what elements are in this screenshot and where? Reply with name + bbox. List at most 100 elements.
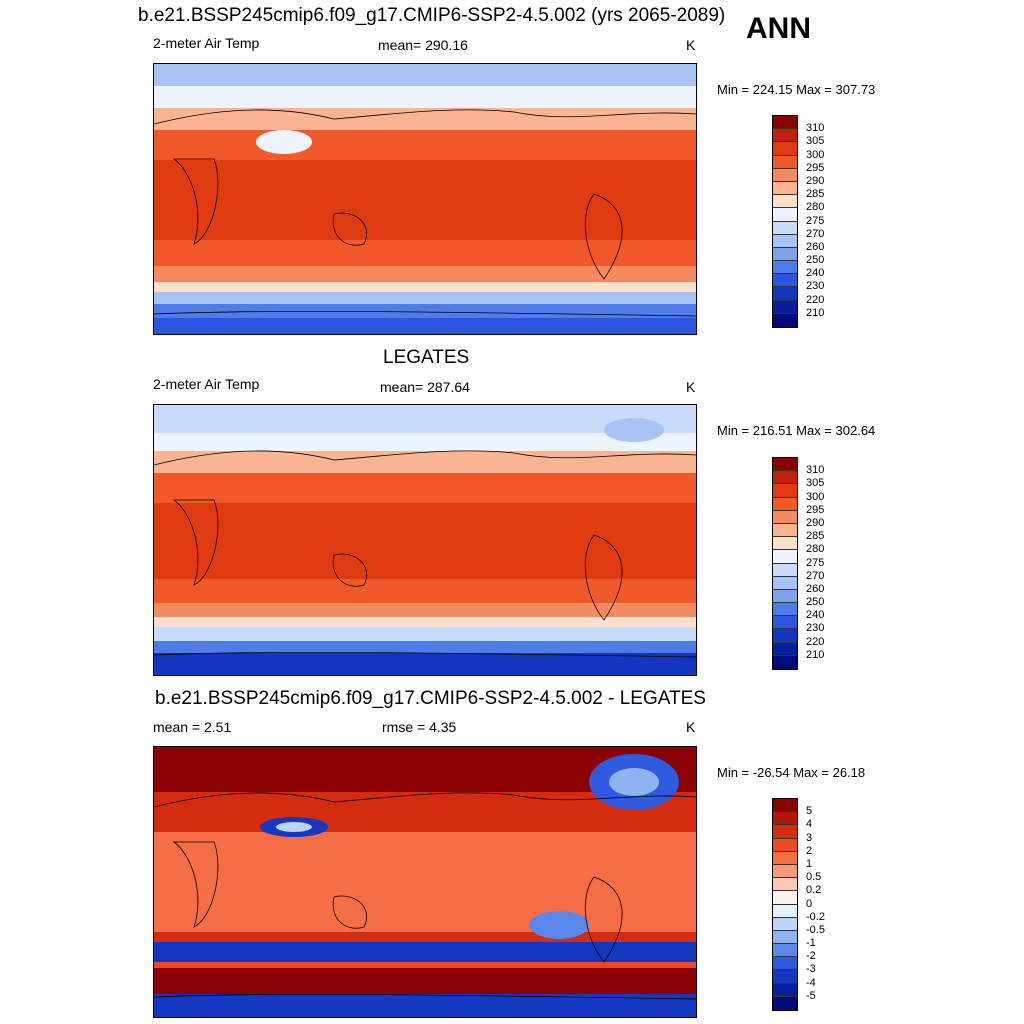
colorbar-segment bbox=[773, 878, 797, 892]
colorbar-tick-label: 300 bbox=[806, 148, 825, 161]
colorbar-segment bbox=[773, 550, 797, 564]
colorbar-tick-label: 0.5 bbox=[806, 871, 822, 884]
colorbar-segment bbox=[773, 261, 797, 275]
panel-2-contour-map bbox=[154, 405, 696, 675]
colorbar-segment bbox=[773, 957, 797, 971]
colorbar-tick-label: 285 bbox=[806, 530, 825, 543]
colorbar-tick-label: 275 bbox=[806, 556, 825, 569]
colorbar-segment bbox=[773, 904, 797, 918]
colorbar-tick-label: 275 bbox=[806, 214, 825, 227]
colorbar-tick-label: 3 bbox=[806, 831, 813, 844]
colorbar-segment bbox=[773, 129, 797, 143]
panel-2-variable-label: 2-meter Air Temp bbox=[153, 376, 260, 392]
colorbar-segment bbox=[773, 851, 797, 865]
panel-1-map bbox=[153, 63, 697, 335]
panel-2-minmax: Min = 216.51 Max = 302.64 bbox=[717, 423, 876, 438]
colorbar-tick-label: 220 bbox=[806, 635, 825, 648]
colorbar-segment bbox=[773, 629, 797, 643]
colorbar-tick-label: 4 bbox=[806, 818, 813, 831]
colorbar-tick-label: 260 bbox=[806, 240, 825, 253]
panel-2-map bbox=[153, 404, 697, 676]
colorbar-tick-label: 260 bbox=[806, 582, 825, 595]
panel-1-minmax: Min = 224.15 Max = 307.73 bbox=[717, 82, 876, 97]
colorbar-segment bbox=[773, 497, 797, 511]
panel-1-variable-label: 2-meter Air Temp bbox=[153, 35, 260, 51]
panel-3-contour-map bbox=[154, 747, 696, 1017]
colorbar-segment bbox=[773, 825, 797, 839]
figure-title: b.e21.BSSP245cmip6.f09_g17.CMIP6-SSP2-4.… bbox=[138, 5, 726, 26]
colorbar-tick-label: 230 bbox=[806, 622, 825, 635]
colorbar-segment bbox=[773, 287, 797, 301]
colorbar-segment bbox=[773, 864, 797, 879]
colorbar-segment bbox=[773, 510, 797, 524]
colorbar-tick-label: 2 bbox=[806, 844, 813, 857]
colorbar-tick-label: 285 bbox=[806, 188, 825, 201]
colorbar-tick-label: 270 bbox=[806, 227, 825, 240]
panel-1-units-label: K bbox=[686, 37, 696, 53]
colorbar-segment bbox=[773, 523, 797, 538]
colorbar-tick-label: -4 bbox=[806, 976, 816, 989]
panel-1-mean-label: mean= 290.16 bbox=[378, 37, 468, 53]
colorbar-segment bbox=[773, 313, 797, 327]
colorbar-segment bbox=[773, 155, 797, 169]
colorbar-tick-label: -3 bbox=[806, 963, 816, 976]
colorbar-tick-label: 5 bbox=[806, 805, 813, 818]
colorbar-tick-label: 250 bbox=[806, 254, 825, 267]
colorbar-tick-label: 250 bbox=[806, 596, 825, 609]
colorbar-tick-label: 0 bbox=[806, 897, 813, 910]
colorbar-tick-label: -0.2 bbox=[806, 910, 825, 923]
colorbar-segment bbox=[773, 616, 797, 630]
colorbar-tick-label: 305 bbox=[806, 477, 825, 490]
colorbar-tick-label: -5 bbox=[806, 989, 816, 1002]
colorbar-tick-label: 280 bbox=[806, 201, 825, 214]
panel-3-minmax: Min = -26.54 Max = 26.18 bbox=[717, 765, 866, 780]
colorbar-tick-label: 310 bbox=[806, 122, 825, 135]
colorbar-segment bbox=[773, 589, 797, 604]
colorbar-tick-label: 305 bbox=[806, 135, 825, 148]
colorbar-segment bbox=[773, 471, 797, 485]
colorbar-segment bbox=[773, 655, 797, 669]
colorbar-segment bbox=[773, 983, 797, 997]
panel-2-colorbar bbox=[772, 457, 798, 670]
colorbar-tick-label: -2 bbox=[806, 950, 816, 963]
colorbar-segment bbox=[773, 576, 797, 590]
colorbar-segment bbox=[773, 247, 797, 262]
panel-1-colorbar bbox=[772, 115, 798, 328]
panel-2-units-label: K bbox=[686, 379, 696, 395]
colorbar-segment bbox=[773, 944, 797, 958]
colorbar-segment bbox=[773, 838, 797, 852]
panel-3-units-label: K bbox=[686, 719, 696, 735]
colorbar-segment bbox=[773, 458, 797, 472]
colorbar-tick-label: 270 bbox=[806, 569, 825, 582]
colorbar-segment bbox=[773, 603, 797, 617]
colorbar-segment bbox=[773, 970, 797, 984]
colorbar-segment bbox=[773, 221, 797, 235]
panel-3-colorbar bbox=[772, 798, 798, 1011]
colorbar-tick-label: 310 bbox=[806, 464, 825, 477]
colorbar-segment bbox=[773, 563, 797, 577]
colorbar-tick-label: 1 bbox=[806, 857, 813, 870]
colorbar-segment bbox=[773, 891, 797, 905]
colorbar-tick-label: -0.5 bbox=[806, 923, 825, 936]
panel-2-mean-label: mean= 287.64 bbox=[380, 379, 470, 395]
colorbar-segment bbox=[773, 812, 797, 826]
colorbar-segment bbox=[773, 917, 797, 931]
panel-3-map bbox=[153, 746, 697, 1018]
colorbar-segment bbox=[773, 195, 797, 209]
colorbar-segment bbox=[773, 208, 797, 222]
colorbar-tick-label: 220 bbox=[806, 293, 825, 306]
colorbar-segment bbox=[773, 300, 797, 314]
colorbar-tick-label: 0.2 bbox=[806, 884, 822, 897]
colorbar-segment bbox=[773, 642, 797, 656]
colorbar-segment bbox=[773, 799, 797, 813]
colorbar-segment bbox=[773, 537, 797, 551]
colorbar-segment bbox=[773, 116, 797, 130]
colorbar-segment bbox=[773, 234, 797, 248]
colorbar-tick-label: 210 bbox=[806, 306, 825, 319]
colorbar-tick-label: 210 bbox=[806, 648, 825, 661]
colorbar-tick-label: 295 bbox=[806, 503, 825, 516]
panel-3-title: b.e21.BSSP245cmip6.f09_g17.CMIP6-SSP2-4.… bbox=[155, 688, 706, 709]
season-label: ANN bbox=[746, 12, 811, 45]
panel-2-title: LEGATES bbox=[383, 347, 470, 368]
colorbar-tick-label: -1 bbox=[806, 937, 816, 950]
